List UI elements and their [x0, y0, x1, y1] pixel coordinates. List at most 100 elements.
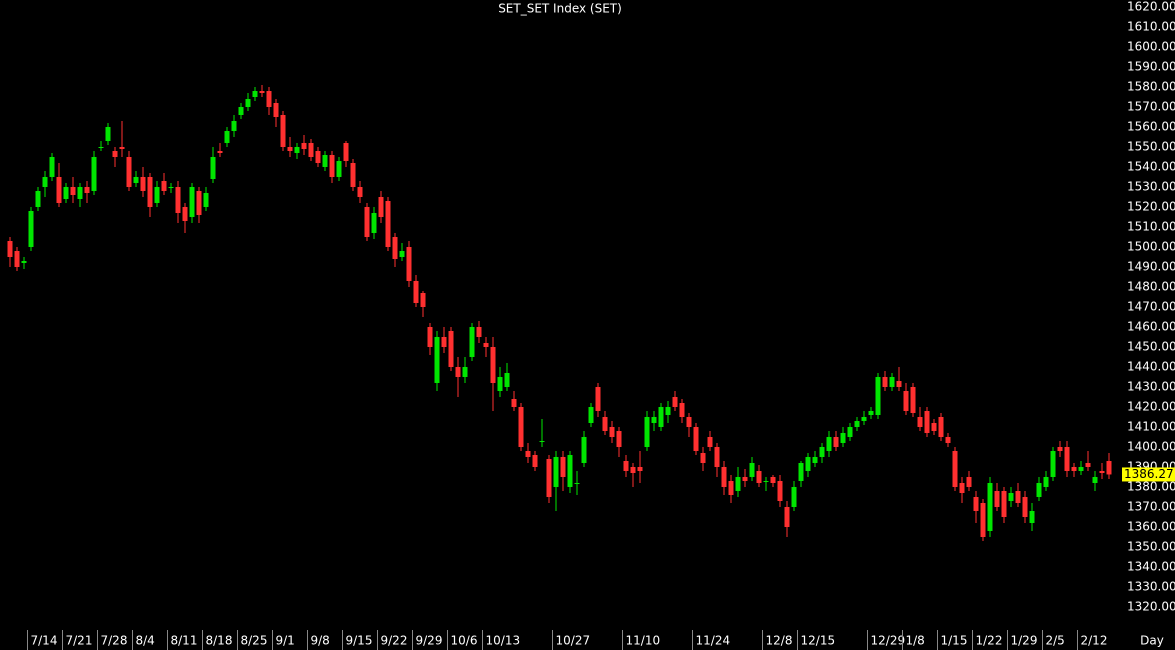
y-tick-label: 1450.00 [1127, 340, 1175, 354]
y-tick-label: 1340.00 [1127, 560, 1175, 574]
y-tick-label: 1460.00 [1127, 320, 1175, 334]
candle-body [1029, 511, 1035, 523]
y-tick-label: 1410.00 [1127, 420, 1175, 434]
candle-body [420, 293, 426, 307]
x-tick-label: 9/29 [416, 634, 443, 648]
candle-body [224, 131, 230, 143]
y-tick-label: 1610.00 [1127, 20, 1175, 34]
candle-body [651, 417, 657, 423]
candle-body [147, 177, 153, 207]
candle-body [315, 151, 321, 163]
candle-body [945, 437, 951, 443]
candle-body [287, 147, 293, 151]
candle-body [749, 463, 755, 477]
y-tick-label: 1490.00 [1127, 260, 1175, 274]
candle-body [1008, 493, 1014, 501]
candle-body [546, 459, 552, 497]
candle-body [98, 147, 104, 148]
candle-body [245, 99, 251, 107]
candle-body [735, 477, 741, 491]
candle-body [980, 503, 986, 537]
candle-body [623, 461, 629, 471]
x-tick-label: 1/29 [1011, 634, 1038, 648]
candle-body [476, 327, 482, 337]
candle-body [357, 187, 363, 197]
candle-body [805, 457, 811, 471]
candle-body [1085, 463, 1091, 467]
candle-body [1036, 483, 1042, 497]
candle-body [91, 157, 97, 191]
candle-body [693, 427, 699, 451]
x-tick-label: 8/18 [206, 634, 233, 648]
candle-body [56, 177, 62, 203]
candle-body [630, 467, 636, 473]
candle-body [1001, 491, 1007, 517]
candle-body [609, 427, 615, 437]
candle-body [322, 155, 328, 167]
candle-body [497, 377, 503, 391]
candle-body [112, 151, 118, 157]
candle-body [259, 91, 265, 93]
x-tick-label: 9/22 [381, 634, 408, 648]
x-tick-label: 10/13 [486, 634, 521, 648]
candle-body [826, 437, 832, 451]
candle-body [1043, 477, 1049, 487]
candle-body [77, 187, 83, 199]
candle-body [539, 441, 545, 442]
y-tick-label: 1540.00 [1127, 160, 1175, 174]
candle-body [1106, 461, 1112, 475]
candle-body [959, 483, 965, 493]
x-tick-label: 11/24 [696, 634, 731, 648]
x-tick-label: 9/1 [276, 634, 295, 648]
y-tick-label: 1420.00 [1127, 400, 1175, 414]
candle-body [336, 161, 342, 177]
candle-body [616, 431, 622, 447]
x-tick-label: 2/5 [1046, 634, 1065, 648]
candle-body [1071, 467, 1077, 471]
candle-body [385, 201, 391, 247]
candle-body [217, 151, 223, 153]
y-tick-label: 1370.00 [1127, 500, 1175, 514]
candle-body [602, 417, 608, 431]
candle-body [504, 373, 510, 387]
candle-body [434, 337, 440, 383]
y-tick-label: 1430.00 [1127, 380, 1175, 394]
candle-body [847, 427, 853, 437]
y-tick-label: 1360.00 [1127, 520, 1175, 534]
candle-body [462, 367, 468, 377]
candle-body [301, 143, 307, 149]
candle-body [553, 457, 559, 487]
candle-body [49, 157, 55, 177]
candle-body [903, 391, 909, 411]
candle-body [686, 417, 692, 427]
candle-body [532, 455, 538, 467]
x-tick-label: 10/27 [556, 634, 591, 648]
candle-body [756, 471, 762, 483]
chart-title: SET_SET Index (SET) [498, 2, 622, 16]
y-tick-label: 1500.00 [1127, 240, 1175, 254]
candle-body [483, 343, 489, 347]
candle-body [1064, 447, 1070, 471]
candle-body [455, 367, 461, 377]
candle-body [987, 483, 993, 531]
candle-body [1022, 497, 1028, 517]
candle-body [665, 407, 671, 415]
candle-body [819, 447, 825, 457]
candle-body [273, 103, 279, 117]
candle-body [63, 187, 69, 199]
candle-body [525, 451, 531, 457]
y-tick-label: 1350.00 [1127, 540, 1175, 554]
x-tick-label: 10/6 [451, 634, 478, 648]
candle-body [126, 157, 132, 187]
candle-body [161, 181, 167, 191]
x-tick-label: 12/8 [766, 634, 793, 648]
y-tick-label: 1530.00 [1127, 180, 1175, 194]
candle-body [707, 437, 713, 447]
candle-body [238, 107, 244, 115]
y-tick-label: 1470.00 [1127, 300, 1175, 314]
candle-body [1050, 451, 1056, 477]
x-tick-label: 8/11 [171, 634, 198, 648]
y-tick-label: 1570.00 [1127, 100, 1175, 114]
candle-body [294, 147, 300, 153]
